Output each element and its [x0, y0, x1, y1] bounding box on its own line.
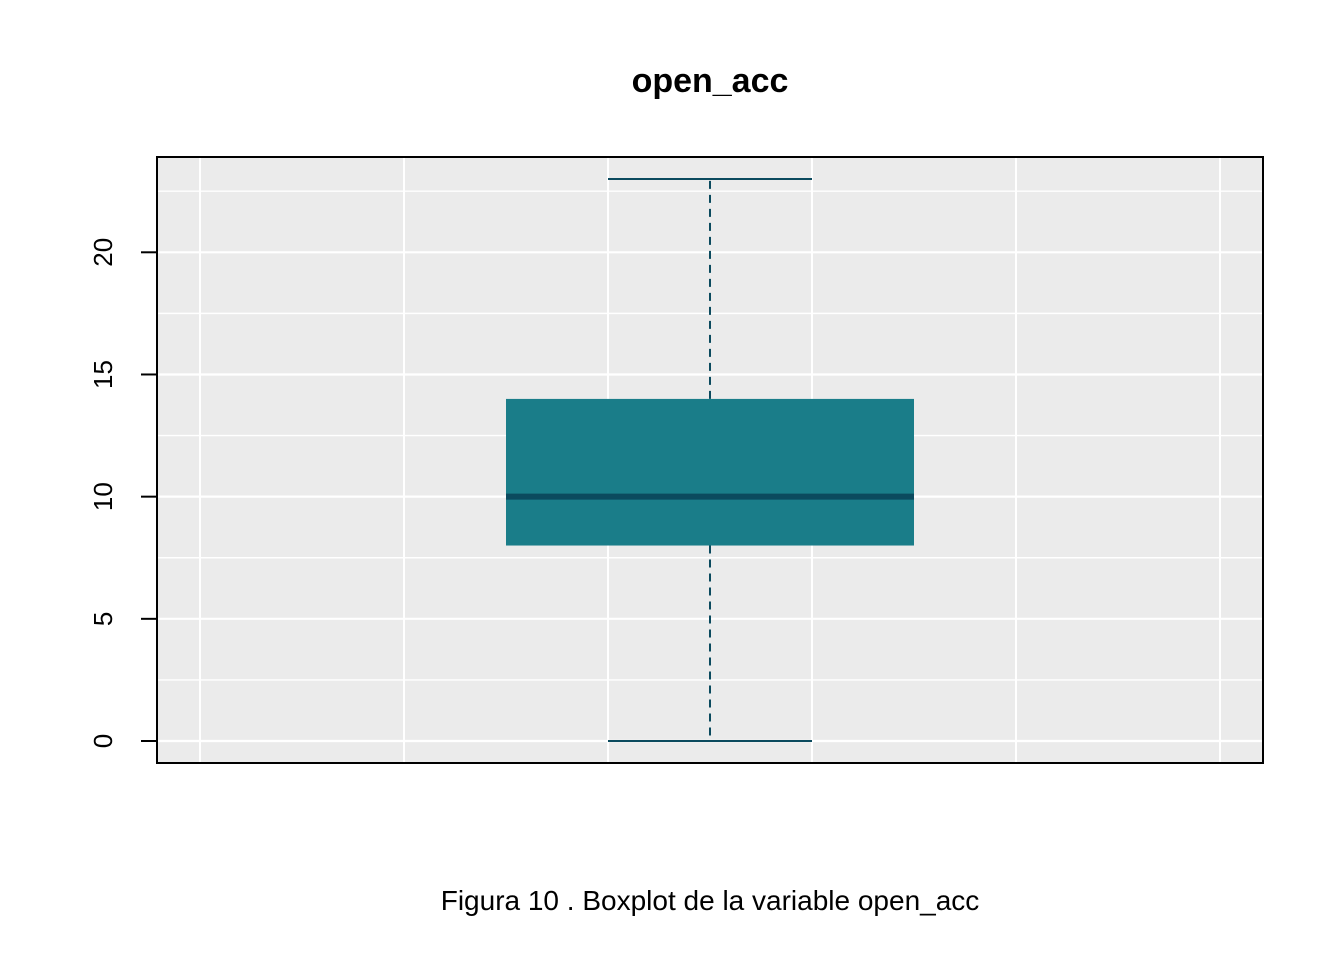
y-tick-label: 15 — [88, 360, 118, 389]
figure-caption: Figura 10 . Boxplot de la variable open_… — [441, 885, 980, 916]
chart-title: open_acc — [632, 62, 789, 100]
iqr-box — [506, 398, 914, 546]
y-tick-label: 10 — [88, 482, 118, 511]
plot-frame — [156, 156, 1264, 764]
y-tick-label: 5 — [88, 612, 118, 626]
y-tick-label: 20 — [88, 238, 118, 267]
y-axis: 0 5 10 15 20 — [88, 238, 157, 748]
y-tick-label: 0 — [88, 734, 118, 748]
